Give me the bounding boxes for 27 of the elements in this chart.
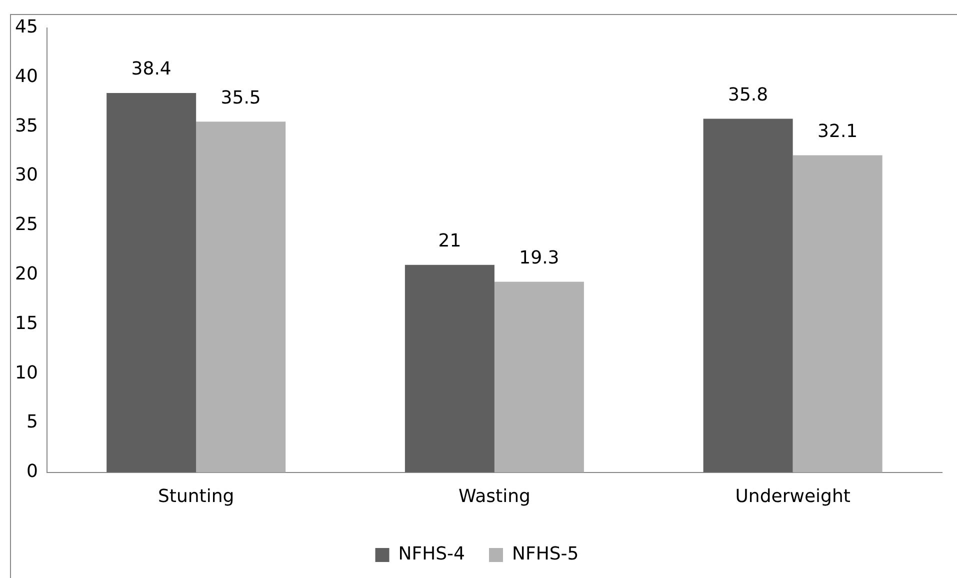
bar (404, 264, 494, 472)
data-label: 21 (438, 230, 462, 252)
y-tick-label: 25 (15, 214, 38, 236)
data-label: 19.3 (519, 247, 560, 268)
bar (196, 122, 286, 472)
y-tick-label: 40 (15, 66, 38, 87)
data-label: 35.8 (728, 84, 768, 106)
y-tick-label: 35 (15, 115, 38, 136)
y-tick-label: 10 (15, 362, 38, 384)
x-tick-label: Stunting (158, 486, 234, 507)
y-tick-label: 30 (15, 164, 38, 186)
legend-label: NFHS-4 (398, 544, 466, 565)
data-label: 38.4 (131, 58, 172, 80)
bar (494, 282, 584, 472)
y-tick-label: 0 (26, 461, 38, 482)
data-label: 35.5 (220, 87, 261, 108)
y-tick-label: 45 (15, 16, 38, 38)
x-tick-label: Wasting (458, 486, 530, 507)
x-tick-label: Underweight (735, 486, 850, 507)
bar (106, 93, 196, 472)
legend-label: NFHS-5 (512, 544, 579, 565)
y-tick-label: 5 (26, 412, 38, 433)
y-tick-label: 15 (15, 312, 38, 334)
bar (792, 155, 882, 472)
y-tick-label: 20 (15, 263, 38, 284)
data-label: 32.1 (818, 120, 858, 142)
bar (703, 118, 793, 472)
